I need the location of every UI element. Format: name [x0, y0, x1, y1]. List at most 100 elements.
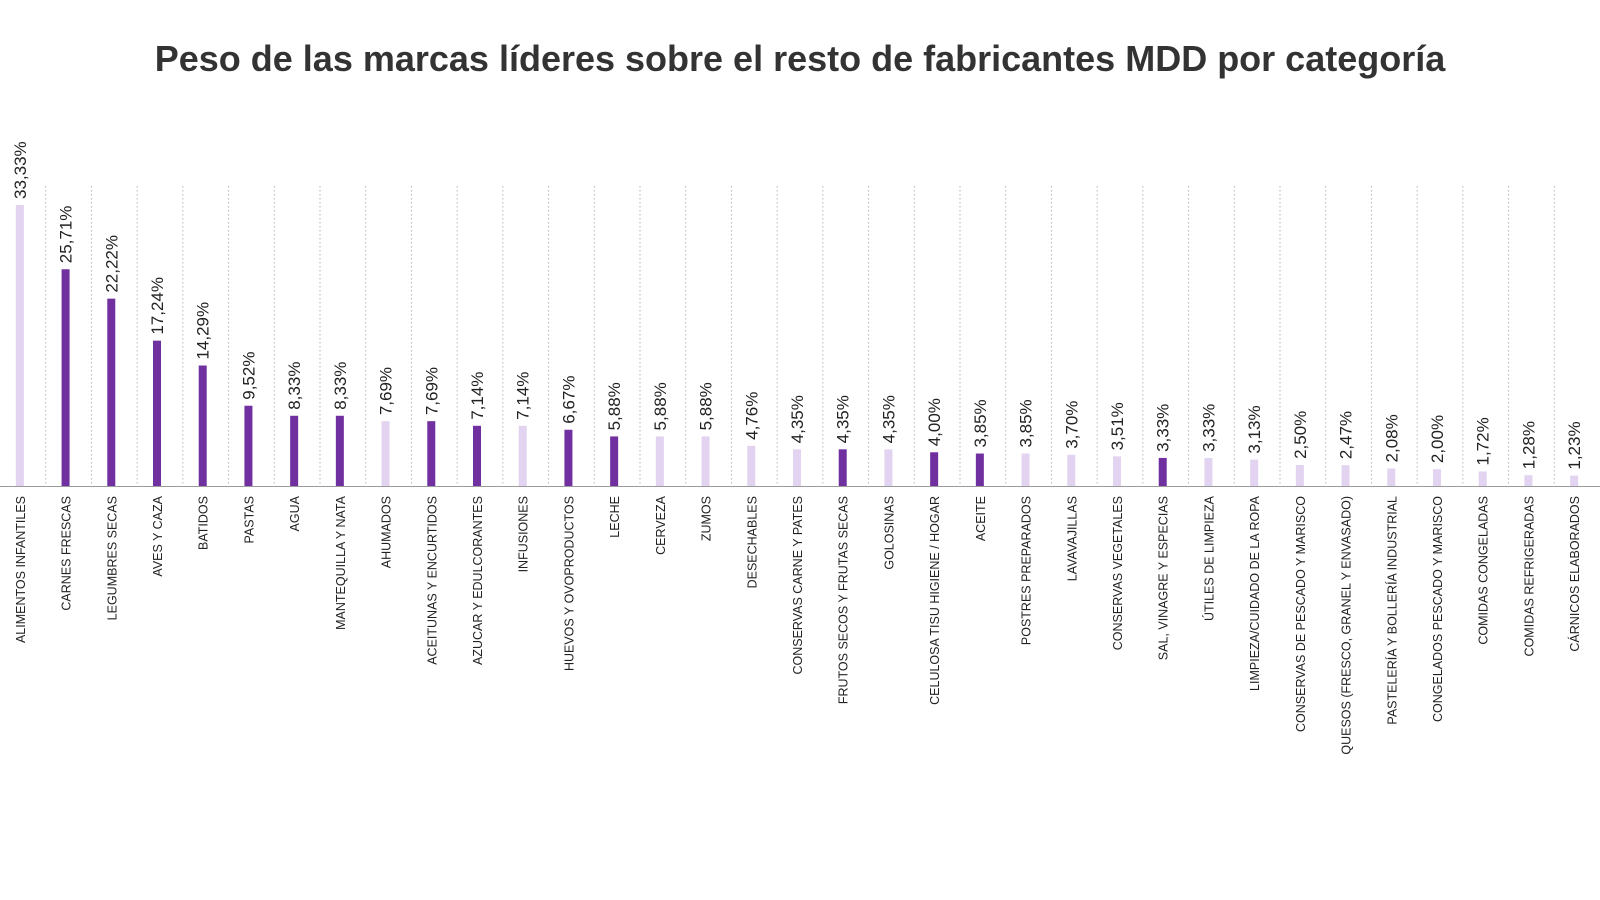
category-label: CONSERVAS CARNE Y PATES: [791, 496, 805, 675]
category-label: BATIDOS: [197, 496, 211, 550]
bar: [473, 425, 481, 486]
bar: [747, 445, 756, 486]
value-label: 2,08%: [1382, 414, 1401, 462]
bar: [701, 436, 710, 486]
value-label: 3,70%: [1062, 401, 1081, 449]
value-label: 5,88%: [605, 382, 624, 430]
category-label: ALIMENTOS INFANTILES: [14, 496, 28, 643]
value-label: 25,71%: [57, 206, 76, 264]
category-label: INFUSIONES: [517, 496, 531, 572]
category-label: GOLOSINAS: [882, 496, 896, 570]
category-label: CERVEZA: [654, 495, 668, 554]
bar: [1250, 459, 1259, 486]
bar: [1387, 468, 1396, 486]
bar: [1158, 457, 1167, 486]
value-label: 1,72%: [1474, 417, 1493, 465]
bar: [1295, 464, 1304, 486]
value-label: 6,67%: [559, 376, 578, 424]
value-label: 3,33%: [1199, 404, 1218, 452]
category-label: ACEITE: [974, 496, 988, 541]
category-label: POSTRES PREPARADOS: [1020, 496, 1034, 645]
bar: [290, 415, 299, 486]
value-label: 14,29%: [194, 302, 213, 360]
bar: [61, 269, 70, 486]
value-label: 1,28%: [1519, 421, 1538, 469]
value-label: 7,14%: [514, 372, 533, 420]
category-label: CELULOSA TISU HIGIENE / HOGAR: [928, 496, 942, 705]
bars: [15, 205, 1579, 486]
category-label: ZUMOS: [700, 496, 714, 541]
value-label: 9,52%: [239, 352, 258, 400]
value-label: 22,22%: [102, 235, 121, 293]
category-label: COMIDAS CONGELADAS: [1477, 496, 1491, 645]
category-label: COMIDAS REFRIGERADAS: [1522, 496, 1536, 656]
value-label: 3,51%: [1108, 402, 1127, 450]
category-label: CONGELADOS PESCADO Y MARISCO: [1431, 496, 1445, 722]
value-label: 33,33%: [11, 141, 30, 199]
bar: [1067, 454, 1076, 486]
bar: [930, 452, 939, 486]
value-label: 4,35%: [788, 395, 807, 443]
value-label: 8,33%: [285, 362, 304, 410]
category-label: ÚTILES DE LIMPIEZA: [1201, 495, 1216, 621]
bar: [1021, 453, 1030, 486]
value-label: 7,69%: [377, 367, 396, 415]
bar: [107, 298, 116, 486]
bar: [1204, 457, 1213, 486]
value-label: 7,69%: [422, 367, 441, 415]
value-label: 2,00%: [1428, 415, 1447, 463]
category-label: CONSERVAS DE PESCADO Y MARISCO: [1294, 496, 1308, 732]
chart-title: Peso de las marcas líderes sobre el rest…: [154, 38, 1446, 79]
bar: [427, 421, 436, 486]
category-label: AGUA: [288, 495, 302, 531]
bar: [381, 421, 390, 486]
bar: [1113, 456, 1121, 486]
bar: [884, 449, 893, 486]
bar: [518, 425, 527, 486]
bar: [198, 365, 207, 486]
value-labels: 33,33% 25,71% 22,22% 17,24% 14,29% 9,52% 8,33%…: [11, 141, 1584, 469]
value-label: 3,13%: [1245, 405, 1264, 453]
bar: [1341, 465, 1350, 486]
category-label: HUEVOS Y OVOPRODUCTOS: [562, 496, 576, 671]
category-label: LIMPIEZA/CUIDADO DE LA ROPA: [1248, 495, 1262, 691]
bar: [975, 453, 984, 486]
value-label: 17,24%: [148, 277, 167, 335]
value-label: 4,35%: [834, 395, 853, 443]
value-label: 7,14%: [468, 372, 487, 420]
value-label: 2,47%: [1337, 411, 1356, 459]
value-label: 5,88%: [697, 382, 716, 430]
bar: [838, 449, 847, 486]
category-label: LEGUMBRES SECAS: [105, 496, 119, 620]
category-label: SAL, VINAGRE Y ESPECIAS: [1157, 496, 1171, 660]
value-label: 5,88%: [651, 382, 670, 430]
category-label: CÁRNICOS ELABORADOS: [1567, 496, 1582, 652]
value-label: 3,85%: [971, 399, 990, 447]
value-label: 3,85%: [1017, 399, 1036, 447]
value-label: 8,33%: [331, 362, 350, 410]
category-label: AZUCAR Y EDULCORANTES: [471, 496, 485, 665]
category-label: AVES Y CAZA: [151, 495, 165, 576]
category-label: QUESOS (FRESCO, GRANEL Y ENVASADO): [1340, 496, 1354, 755]
category-label: LAVAVAJILLAS: [1065, 496, 1079, 581]
bar: [1524, 475, 1533, 486]
bar: [153, 340, 161, 486]
value-label: 3,33%: [1154, 404, 1173, 452]
category-label: ACEITUNAS Y ENCURTIDOS: [425, 496, 439, 665]
category-label: MANTEQUILLA Y NATA: [334, 495, 348, 630]
category-labels: ALIMENTOS INFANTILES CARNES FRESCAS LEGUMB…: [14, 495, 1582, 754]
value-label: 4,76%: [742, 392, 761, 440]
bar: [335, 415, 344, 486]
bar: [1478, 471, 1487, 486]
category-label: DESECHABLES: [745, 496, 759, 588]
bar: [1570, 475, 1579, 486]
category-label: CARNES FRESCAS: [60, 496, 74, 611]
category-label: PASTELERÍA Y BOLLERÍA INDUSTRIAL: [1384, 496, 1399, 725]
bar: [564, 429, 573, 486]
bar: [15, 205, 24, 486]
bar: [793, 449, 801, 486]
bar: [1433, 469, 1441, 486]
value-label: 4,35%: [879, 395, 898, 443]
category-label: AHUMADOS: [380, 496, 394, 568]
bar: [244, 405, 253, 486]
